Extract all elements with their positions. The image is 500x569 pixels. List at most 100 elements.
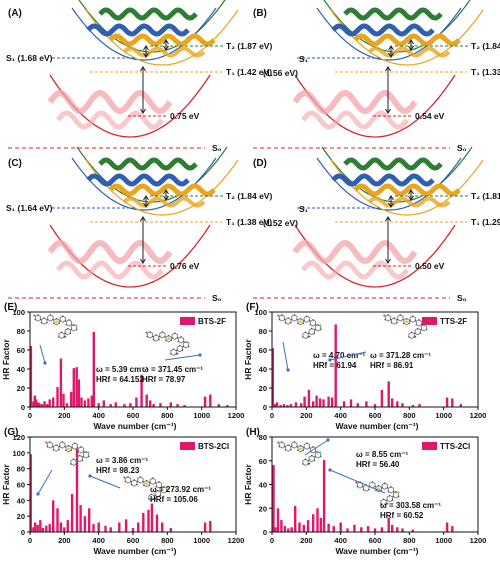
molecule-atom bbox=[305, 315, 308, 317]
molecule-atom bbox=[390, 486, 392, 488]
molecule-atom bbox=[142, 480, 144, 483]
molecule-ring bbox=[375, 485, 382, 493]
molecule-atom bbox=[82, 450, 85, 453]
molecule-atom bbox=[314, 328, 317, 331]
hr-bar bbox=[59, 358, 63, 407]
annotation-arrow-head bbox=[328, 358, 332, 362]
molecule-atom bbox=[187, 345, 190, 348]
molecule-atom bbox=[362, 488, 365, 491]
hr-bar bbox=[34, 399, 38, 407]
molecule-atom bbox=[73, 442, 76, 444]
molecule-atom bbox=[281, 314, 283, 316]
molecule-atom bbox=[310, 454, 313, 457]
molecule-atom bbox=[177, 340, 180, 343]
y-tick-label: 20 bbox=[259, 384, 267, 393]
molecule-atom bbox=[64, 332, 66, 334]
hr-bar bbox=[36, 402, 39, 408]
molecule-atom bbox=[139, 476, 142, 478]
excitation-arrow-head-top bbox=[140, 216, 146, 222]
molecule-ring bbox=[70, 458, 77, 466]
molecule-atom bbox=[185, 341, 187, 343]
molecule-atom bbox=[37, 314, 39, 316]
hr-bar bbox=[149, 400, 152, 407]
hr-bar bbox=[401, 403, 404, 407]
molecule-atom bbox=[70, 328, 73, 331]
hr-bar bbox=[56, 387, 59, 407]
excitation-arrow-head-top bbox=[385, 66, 391, 72]
s1-label: S₁ (1.68 eV) bbox=[6, 53, 53, 63]
molecule-atom bbox=[397, 495, 400, 498]
y-tick-label: 20 bbox=[17, 384, 25, 393]
hr-bar bbox=[353, 524, 356, 532]
hr-bar bbox=[356, 403, 359, 407]
molecule-atom bbox=[78, 454, 81, 457]
t1-wave bbox=[108, 33, 216, 47]
molecule-atom bbox=[290, 448, 292, 451]
molecule-ring bbox=[409, 315, 416, 323]
molecule-atom bbox=[303, 446, 305, 449]
hr-bar bbox=[38, 403, 41, 407]
s1-wave bbox=[331, 173, 435, 187]
hr-bar bbox=[294, 402, 298, 408]
molecule-atom bbox=[296, 445, 298, 448]
hr-bar bbox=[279, 405, 282, 407]
y-tick-label: 0 bbox=[21, 403, 25, 412]
hr-bar bbox=[306, 520, 310, 532]
legend-label: TTS-2Cl bbox=[440, 442, 470, 451]
hr-bar bbox=[90, 395, 93, 407]
molecule-atom bbox=[124, 480, 127, 483]
y-tick-label: 60 bbox=[17, 346, 25, 355]
molecule-atom bbox=[148, 484, 151, 487]
molecule-ring bbox=[171, 332, 178, 340]
molecule-atom bbox=[61, 315, 64, 317]
t1-wave-lower bbox=[122, 196, 206, 208]
s0-wave-lower bbox=[56, 260, 164, 280]
annotation-hrf: HRf = 105.06 bbox=[150, 495, 198, 504]
molecule-atom bbox=[393, 317, 396, 319]
molecule-ring bbox=[154, 490, 161, 498]
annotation-arrow-head bbox=[198, 353, 202, 357]
molecule-atom bbox=[64, 319, 67, 322]
energy-diagram-a: (A) S₀ 0.75 eV T₂ (1.87 eV) T₁ (1.42 eV) S₁ (… bbox=[6, 0, 272, 153]
s1-wave bbox=[86, 173, 190, 187]
molecule-structure-1 bbox=[33, 314, 78, 339]
hr-bar bbox=[380, 527, 384, 533]
hr-bar bbox=[142, 513, 145, 532]
molecule-ring bbox=[291, 314, 298, 322]
molecule-atom bbox=[310, 327, 313, 330]
panel-label: (E) bbox=[4, 302, 17, 313]
molecule-atom bbox=[308, 319, 311, 322]
molecule-atom bbox=[418, 319, 420, 321]
molecule-atom bbox=[156, 489, 159, 492]
x-tick-label: 800 bbox=[403, 411, 416, 420]
hr-bar bbox=[169, 402, 172, 408]
hr-bar bbox=[40, 404, 44, 407]
molecule-ring bbox=[137, 476, 144, 484]
hr-bar bbox=[334, 324, 337, 407]
molecule-atom bbox=[356, 485, 359, 488]
hr-bar bbox=[63, 527, 66, 533]
s1-wave bbox=[331, 23, 435, 37]
x-tick-label: 400 bbox=[334, 536, 347, 545]
molecule-ring bbox=[34, 314, 42, 322]
hr-bar bbox=[32, 401, 35, 407]
molecule-ring bbox=[308, 455, 315, 463]
s1-label: S₁ bbox=[299, 54, 309, 64]
molecule-atom bbox=[182, 345, 185, 348]
hr-bar bbox=[316, 508, 319, 533]
hr-bar bbox=[445, 397, 449, 407]
excitation-arrow-head-bottom bbox=[385, 258, 391, 264]
molecule-atom bbox=[71, 446, 73, 449]
molecule-atom bbox=[420, 328, 423, 331]
molecule-sulfur bbox=[167, 337, 170, 341]
molecule-structure-1 bbox=[277, 441, 322, 466]
t2-label: T₂ (1.84 eV) bbox=[226, 191, 272, 201]
molecule-ring bbox=[397, 314, 404, 322]
x-axis-title: Wave number (cm⁻¹) bbox=[93, 546, 176, 556]
molecule-atom bbox=[290, 445, 293, 448]
molecule-atom bbox=[399, 314, 402, 316]
molecule-atom bbox=[308, 459, 310, 461]
molecule-ring bbox=[303, 442, 310, 450]
hr-bar bbox=[346, 528, 349, 532]
molecule-oxygen bbox=[355, 481, 358, 484]
